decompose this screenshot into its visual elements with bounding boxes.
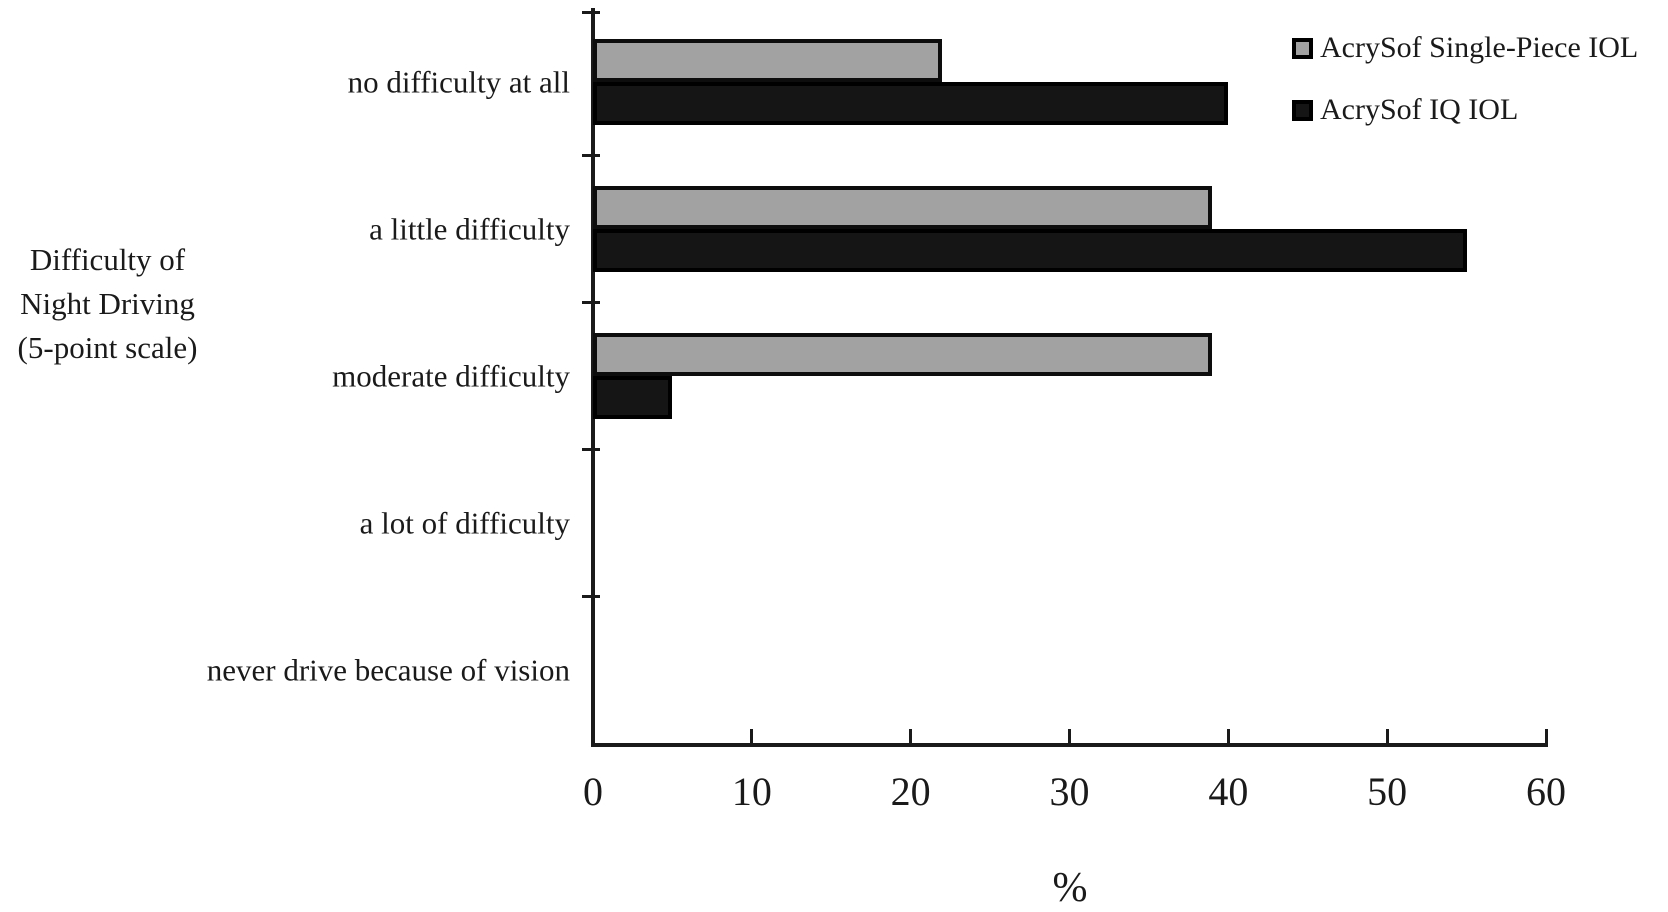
legend-item: AcrySof Single-Piece IOL — [1292, 30, 1638, 66]
bar-single-piece-2 — [593, 333, 1212, 376]
legend-item: AcrySof IQ IOL — [1292, 92, 1638, 128]
x-axis-label: % — [1052, 865, 1088, 911]
x-tick-label: 30 — [1049, 769, 1090, 814]
x-axis-tick — [1385, 729, 1389, 743]
y-axis-title-line: Night Driving — [20, 286, 195, 321]
bar-iq-0 — [593, 82, 1228, 125]
x-axis-tick — [1068, 729, 1071, 743]
bar-iq-1 — [593, 229, 1467, 272]
legend-marker-icon — [1292, 37, 1313, 59]
bar-iq-2 — [593, 376, 672, 419]
x-tick-label: 0 — [583, 769, 603, 814]
legend: AcrySof Single-Piece IOL AcrySof IQ IOL — [1292, 30, 1638, 128]
x-tick-label: 60 — [1526, 769, 1566, 814]
x-axis-tick — [1544, 729, 1548, 743]
y-axis-tick — [582, 153, 600, 157]
y-axis-tick — [582, 447, 600, 451]
x-tick-label: 50 — [1367, 769, 1408, 814]
x-axis-tick — [909, 729, 913, 743]
y-axis-title-line: Difficulty of — [29, 242, 186, 277]
y-axis-tick — [582, 594, 600, 598]
category-label: a little difficulty — [369, 211, 570, 246]
x-tick-label: 10 — [731, 769, 772, 814]
legend-label: AcrySof Single-Piece IOL — [1320, 31, 1639, 64]
bar-single-piece-0 — [593, 39, 942, 82]
x-tick-label: 40 — [1208, 769, 1249, 814]
y-axis-title: Difficulty of Night Driving (5-point sca… — [0, 238, 215, 370]
x-axis-tick — [1226, 729, 1230, 743]
x-axis-line — [591, 743, 1548, 747]
bar-single-piece-1 — [593, 186, 1212, 229]
y-axis-tick — [582, 300, 600, 304]
category-label: no difficulty at all — [347, 64, 570, 99]
x-axis-tick — [750, 729, 754, 743]
x-tick-label: 20 — [890, 769, 931, 814]
category-label: never drive because of vision — [206, 652, 570, 687]
category-label: moderate difficulty — [332, 358, 570, 393]
legend-label: AcrySof IQ IOL — [1320, 93, 1519, 126]
y-axis-tick — [582, 10, 600, 14]
category-label: a lot of difficulty — [359, 505, 570, 540]
legend-marker-icon — [1292, 99, 1313, 121]
y-axis-title-line: (5-point scale) — [17, 330, 198, 365]
